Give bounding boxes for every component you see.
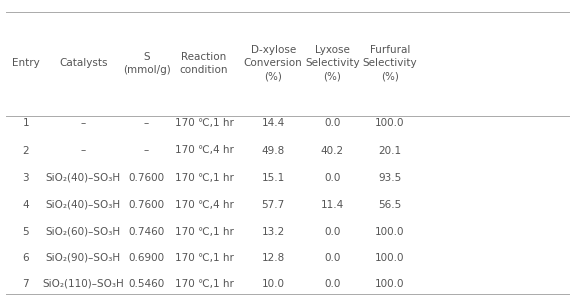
Text: 0.0: 0.0 xyxy=(324,279,340,289)
Text: Entry: Entry xyxy=(12,58,40,68)
Text: 170 ℃,1 hr: 170 ℃,1 hr xyxy=(175,118,233,129)
Text: 0.7600: 0.7600 xyxy=(129,172,164,183)
Text: –: – xyxy=(144,118,150,129)
Text: SiO₂(40)–SO₃H: SiO₂(40)–SO₃H xyxy=(46,172,121,183)
Text: 15.1: 15.1 xyxy=(262,172,285,183)
Text: 13.2: 13.2 xyxy=(262,227,285,237)
Text: 170 ℃,4 hr: 170 ℃,4 hr xyxy=(175,145,233,156)
Text: 100.0: 100.0 xyxy=(375,227,405,237)
Text: 2: 2 xyxy=(22,145,29,156)
Text: –: – xyxy=(81,118,86,129)
Text: –: – xyxy=(144,145,150,156)
Text: 100.0: 100.0 xyxy=(375,253,405,263)
Text: 170 ℃,1 hr: 170 ℃,1 hr xyxy=(175,172,233,183)
Text: 11.4: 11.4 xyxy=(321,200,344,210)
Text: 0.6900: 0.6900 xyxy=(129,253,164,263)
Text: S
(mmol/g): S (mmol/g) xyxy=(122,52,171,75)
Text: 0.0: 0.0 xyxy=(324,253,340,263)
Text: 0.0: 0.0 xyxy=(324,227,340,237)
Text: 12.8: 12.8 xyxy=(262,253,285,263)
Text: 14.4: 14.4 xyxy=(262,118,285,129)
Text: 57.7: 57.7 xyxy=(262,200,285,210)
Text: 3: 3 xyxy=(22,172,29,183)
Text: SiO₂(40)–SO₃H: SiO₂(40)–SO₃H xyxy=(46,200,121,210)
Text: SiO₂(110)–SO₃H: SiO₂(110)–SO₃H xyxy=(43,279,124,289)
Text: Furfural
Selectivity
(%): Furfural Selectivity (%) xyxy=(363,45,417,81)
Text: 170 ℃,4 hr: 170 ℃,4 hr xyxy=(175,200,233,210)
Text: 7: 7 xyxy=(22,279,29,289)
Text: 0.7460: 0.7460 xyxy=(128,227,165,237)
Text: 100.0: 100.0 xyxy=(375,279,405,289)
Text: 0.5460: 0.5460 xyxy=(128,279,165,289)
Text: 6: 6 xyxy=(22,253,29,263)
Text: 40.2: 40.2 xyxy=(321,145,344,156)
Text: Lyxose
Selectivity
(%): Lyxose Selectivity (%) xyxy=(305,45,360,81)
Text: 10.0: 10.0 xyxy=(262,279,285,289)
Text: 0.0: 0.0 xyxy=(324,172,340,183)
Text: 49.8: 49.8 xyxy=(262,145,285,156)
Text: SiO₂(90)–SO₃H: SiO₂(90)–SO₃H xyxy=(46,253,121,263)
Text: 1: 1 xyxy=(22,118,29,129)
Text: 20.1: 20.1 xyxy=(378,145,401,156)
Text: SiO₂(60)–SO₃H: SiO₂(60)–SO₃H xyxy=(46,227,121,237)
Text: 56.5: 56.5 xyxy=(378,200,401,210)
Text: 5: 5 xyxy=(22,227,29,237)
Text: Reaction
condition: Reaction condition xyxy=(180,52,228,75)
Text: D-xylose
Conversion
(%): D-xylose Conversion (%) xyxy=(244,45,302,81)
Text: –: – xyxy=(81,145,86,156)
Text: 100.0: 100.0 xyxy=(375,118,405,129)
Text: 170 ℃,1 hr: 170 ℃,1 hr xyxy=(175,279,233,289)
Text: 93.5: 93.5 xyxy=(378,172,401,183)
Text: 170 ℃,1 hr: 170 ℃,1 hr xyxy=(175,227,233,237)
Text: 0.0: 0.0 xyxy=(324,118,340,129)
Text: Catalysts: Catalysts xyxy=(59,58,108,68)
Text: 0.7600: 0.7600 xyxy=(129,200,164,210)
Text: 170 ℃,1 hr: 170 ℃,1 hr xyxy=(175,253,233,263)
Text: 4: 4 xyxy=(22,200,29,210)
